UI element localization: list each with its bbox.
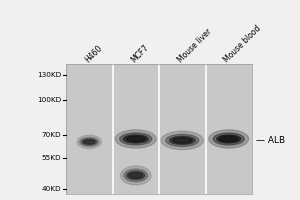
Ellipse shape [115,130,156,148]
Text: H460: H460 [83,43,104,64]
Text: — ALB: — ALB [256,136,285,145]
Text: 55KD: 55KD [42,155,62,161]
Text: 70KD: 70KD [42,132,62,138]
Text: MCF7: MCF7 [129,43,151,64]
Ellipse shape [166,134,199,147]
Ellipse shape [126,136,145,142]
Ellipse shape [220,136,238,142]
Text: 130KD: 130KD [37,72,62,78]
Ellipse shape [169,136,195,145]
Text: Mouse liver: Mouse liver [176,27,213,64]
Ellipse shape [80,137,99,146]
Ellipse shape [127,171,145,180]
Text: 100KD: 100KD [37,97,62,103]
Ellipse shape [82,139,97,145]
Ellipse shape [129,173,143,178]
Ellipse shape [120,133,152,145]
Ellipse shape [209,130,249,148]
Text: Mouse blood: Mouse blood [222,23,263,64]
Ellipse shape [121,166,151,185]
Ellipse shape [77,135,102,149]
Ellipse shape [217,135,241,143]
Ellipse shape [83,140,95,144]
Ellipse shape [172,138,192,143]
Ellipse shape [161,131,203,150]
Ellipse shape [124,169,148,182]
Text: 40KD: 40KD [42,186,62,192]
Ellipse shape [123,135,148,143]
Ellipse shape [213,133,244,145]
